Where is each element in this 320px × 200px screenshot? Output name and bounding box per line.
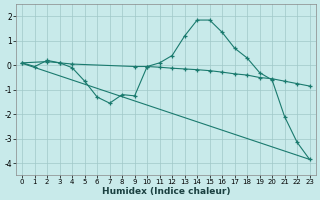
X-axis label: Humidex (Indice chaleur): Humidex (Indice chaleur): [102, 187, 230, 196]
